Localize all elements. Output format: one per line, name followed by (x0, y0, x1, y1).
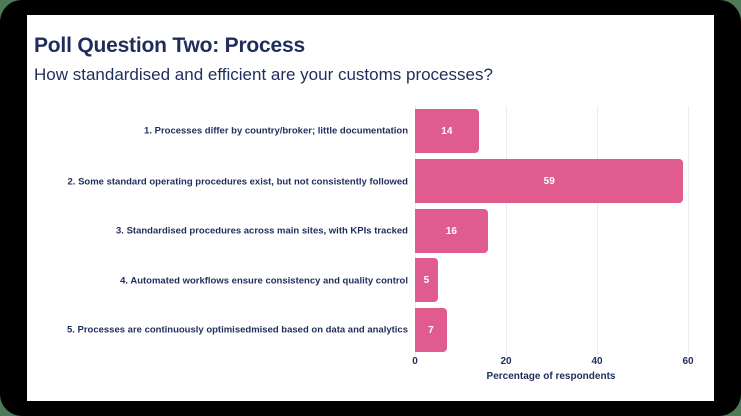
x-tick-20: 20 (500, 356, 512, 367)
x-tick-40: 40 (591, 356, 603, 367)
slide-subtitle: How standardised and efficient are your … (34, 65, 493, 84)
category-label-3: 3. Standardised procedures across main s… (116, 225, 408, 237)
category-label-2: 2. Some standard operating procedures ex… (67, 176, 408, 188)
bar-value-5: 7 (428, 324, 434, 336)
bar-3: 16 (415, 209, 488, 253)
bar-5: 7 (415, 308, 447, 352)
gridline-20 (506, 106, 507, 356)
bar-2: 59 (415, 159, 684, 203)
bar-chart: 1. Processes differ by country/broker; l… (27, 15, 714, 401)
slide-title: Poll Question Two: Process (34, 34, 305, 57)
bar-value-2: 59 (543, 175, 555, 187)
x-axis-label: Percentage of respondents (486, 371, 616, 382)
x-tick-60: 60 (682, 356, 694, 367)
bar-value-4: 5 (423, 274, 430, 286)
bar-4: 5 (415, 258, 438, 302)
gridline-40 (597, 106, 598, 356)
category-label-1: 1. Processes differ by country/broker; l… (144, 125, 408, 137)
bar-1: 14 (415, 109, 479, 153)
bar-value-3: 16 (445, 225, 457, 237)
category-label-4: 4. Automated workflows ensure consistenc… (120, 275, 408, 287)
gridline-60 (688, 106, 689, 356)
category-label-5: 5. Processes are continuously optimisedm… (66, 324, 408, 336)
bar-value-1: 14 (441, 125, 453, 137)
x-tick-0: 0 (412, 356, 418, 367)
slide-panel: Poll Question Two: Process How standardi… (27, 15, 714, 401)
